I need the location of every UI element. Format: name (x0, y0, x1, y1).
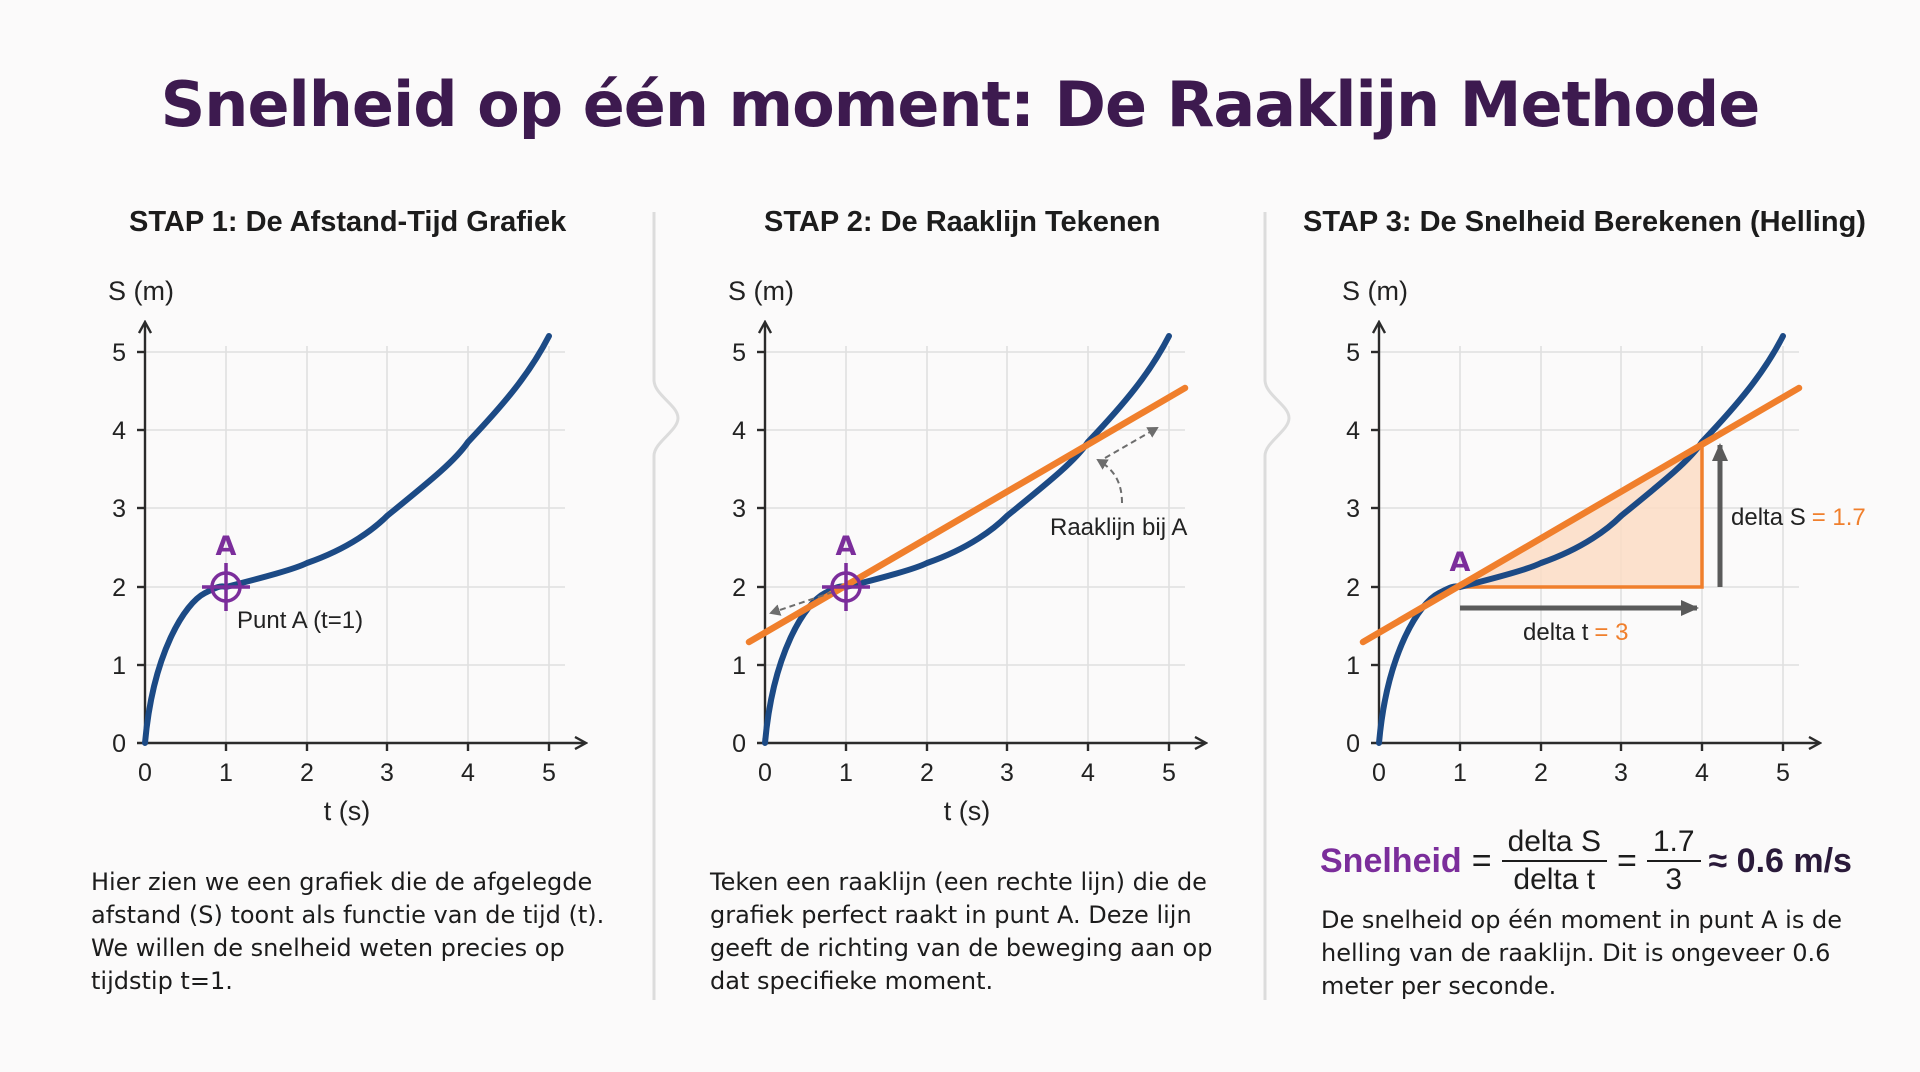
formula-equals-1: = (1471, 841, 1492, 880)
callout-arrow (1096, 458, 1123, 504)
point-a-label: A (836, 531, 857, 562)
step-3-description: De snelheid op één moment in punt A is d… (1321, 906, 1842, 1000)
formula-result: ≈ 0.6 m/s (1708, 841, 1852, 880)
formula-equals-2: = (1616, 841, 1637, 880)
distance-curve (142, 333, 552, 746)
svg-text:5: 5 (1162, 759, 1176, 787)
svg-text:4: 4 (1081, 759, 1095, 787)
delta-t-label: delta t = 3 (1523, 619, 1628, 646)
chart-3: 0 1 2 3 4 5 0 1 2 3 4 5 S (m) A delta t = 3 del… (1342, 276, 1866, 787)
svg-text:2: 2 (732, 574, 746, 602)
svg-text:0: 0 (732, 730, 746, 758)
point-a-label: A (1450, 547, 1471, 578)
svg-text:1: 1 (219, 759, 233, 787)
divider-2 (1263, 212, 1291, 1000)
step-2-heading: STAP 2: De Raaklijn Tekenen (764, 206, 1161, 238)
svg-text:0: 0 (112, 730, 126, 758)
direction-arrow-left (769, 591, 834, 616)
svg-text:3: 3 (1614, 759, 1628, 787)
svg-text:0: 0 (758, 759, 772, 787)
fraction-denominator: delta t (1513, 863, 1596, 896)
svg-text:1: 1 (1453, 759, 1467, 787)
svg-text:2: 2 (112, 574, 126, 602)
svg-text:5: 5 (1346, 339, 1360, 367)
point-a-label: A (216, 531, 237, 562)
step-1-description: Hier zien we een grafiek die de afgelegd… (91, 868, 605, 995)
step-3-heading: STAP 3: De Snelheid Berekenen (Helling) (1303, 206, 1866, 238)
svg-text:2: 2 (1346, 574, 1360, 602)
fraction-numerator: delta S (1501, 824, 1607, 862)
svg-text:0: 0 (1346, 730, 1360, 758)
fraction-numerator: 1.7 (1646, 824, 1701, 862)
y-axis-label: S (m) (728, 276, 794, 306)
x-axis-label: t (s) (944, 796, 991, 826)
tangent-annotation: Raaklijn bij A (1050, 514, 1187, 541)
formula-fraction-values: 1.7 3 (1646, 824, 1701, 898)
step-1-heading: STAP 1: De Afstand-Tijd Grafiek (129, 206, 567, 238)
tangent-line (1359, 384, 1803, 646)
x-axis-label: t (s) (324, 796, 371, 826)
step-2-description: Teken een raaklijn (een rechte lijn) die… (710, 868, 1213, 995)
svg-text:4: 4 (461, 759, 475, 787)
svg-text:5: 5 (1776, 759, 1790, 787)
svg-text:1: 1 (732, 652, 746, 680)
svg-text:3: 3 (1346, 495, 1360, 523)
chart-1: 0 1 2 3 4 5 0 1 2 3 4 5 S (m) t (s) A Punt A (… (108, 276, 585, 826)
tangent-line (745, 384, 1189, 646)
svg-text:4: 4 (112, 417, 126, 445)
delta-s-label: delta S = 1.7 (1731, 504, 1866, 531)
svg-text:1: 1 (839, 759, 853, 787)
svg-text:4: 4 (1695, 759, 1709, 787)
svg-text:0: 0 (138, 759, 152, 787)
svg-text:4: 4 (732, 417, 746, 445)
page-title: Snelheid op één moment: De Raaklijn Meth… (160, 68, 1761, 141)
svg-text:4: 4 (1346, 417, 1360, 445)
svg-text:3: 3 (732, 495, 746, 523)
y-axis-label: S (m) (108, 276, 174, 306)
speed-formula: Snelheid = delta S delta t = 1.7 3 ≈ 0.6… (1320, 824, 1852, 898)
svg-text:3: 3 (380, 759, 394, 787)
y-axis-label: S (m) (1342, 276, 1408, 306)
formula-label: Snelheid (1320, 841, 1462, 880)
svg-text:3: 3 (112, 495, 126, 523)
svg-text:5: 5 (542, 759, 556, 787)
divider-1 (652, 212, 680, 1000)
svg-text:1: 1 (1346, 652, 1360, 680)
direction-arrow-right (1104, 427, 1159, 459)
point-a-marker (822, 563, 870, 611)
chart-2: 0 1 2 3 4 5 0 1 2 3 4 5 S (m) t (s) A Raaklijn… (728, 276, 1205, 826)
point-a-annotation: Punt A (t=1) (237, 607, 363, 634)
fraction-denominator: 3 (1665, 863, 1683, 896)
svg-text:0: 0 (1372, 759, 1386, 787)
svg-text:2: 2 (1534, 759, 1548, 787)
formula-fraction-symbolic: delta S delta t (1501, 824, 1607, 898)
svg-text:2: 2 (300, 759, 314, 787)
svg-text:2: 2 (920, 759, 934, 787)
svg-text:5: 5 (112, 339, 126, 367)
svg-text:5: 5 (732, 339, 746, 367)
svg-text:3: 3 (1000, 759, 1014, 787)
point-a-marker (202, 563, 250, 611)
svg-text:1: 1 (112, 652, 126, 680)
